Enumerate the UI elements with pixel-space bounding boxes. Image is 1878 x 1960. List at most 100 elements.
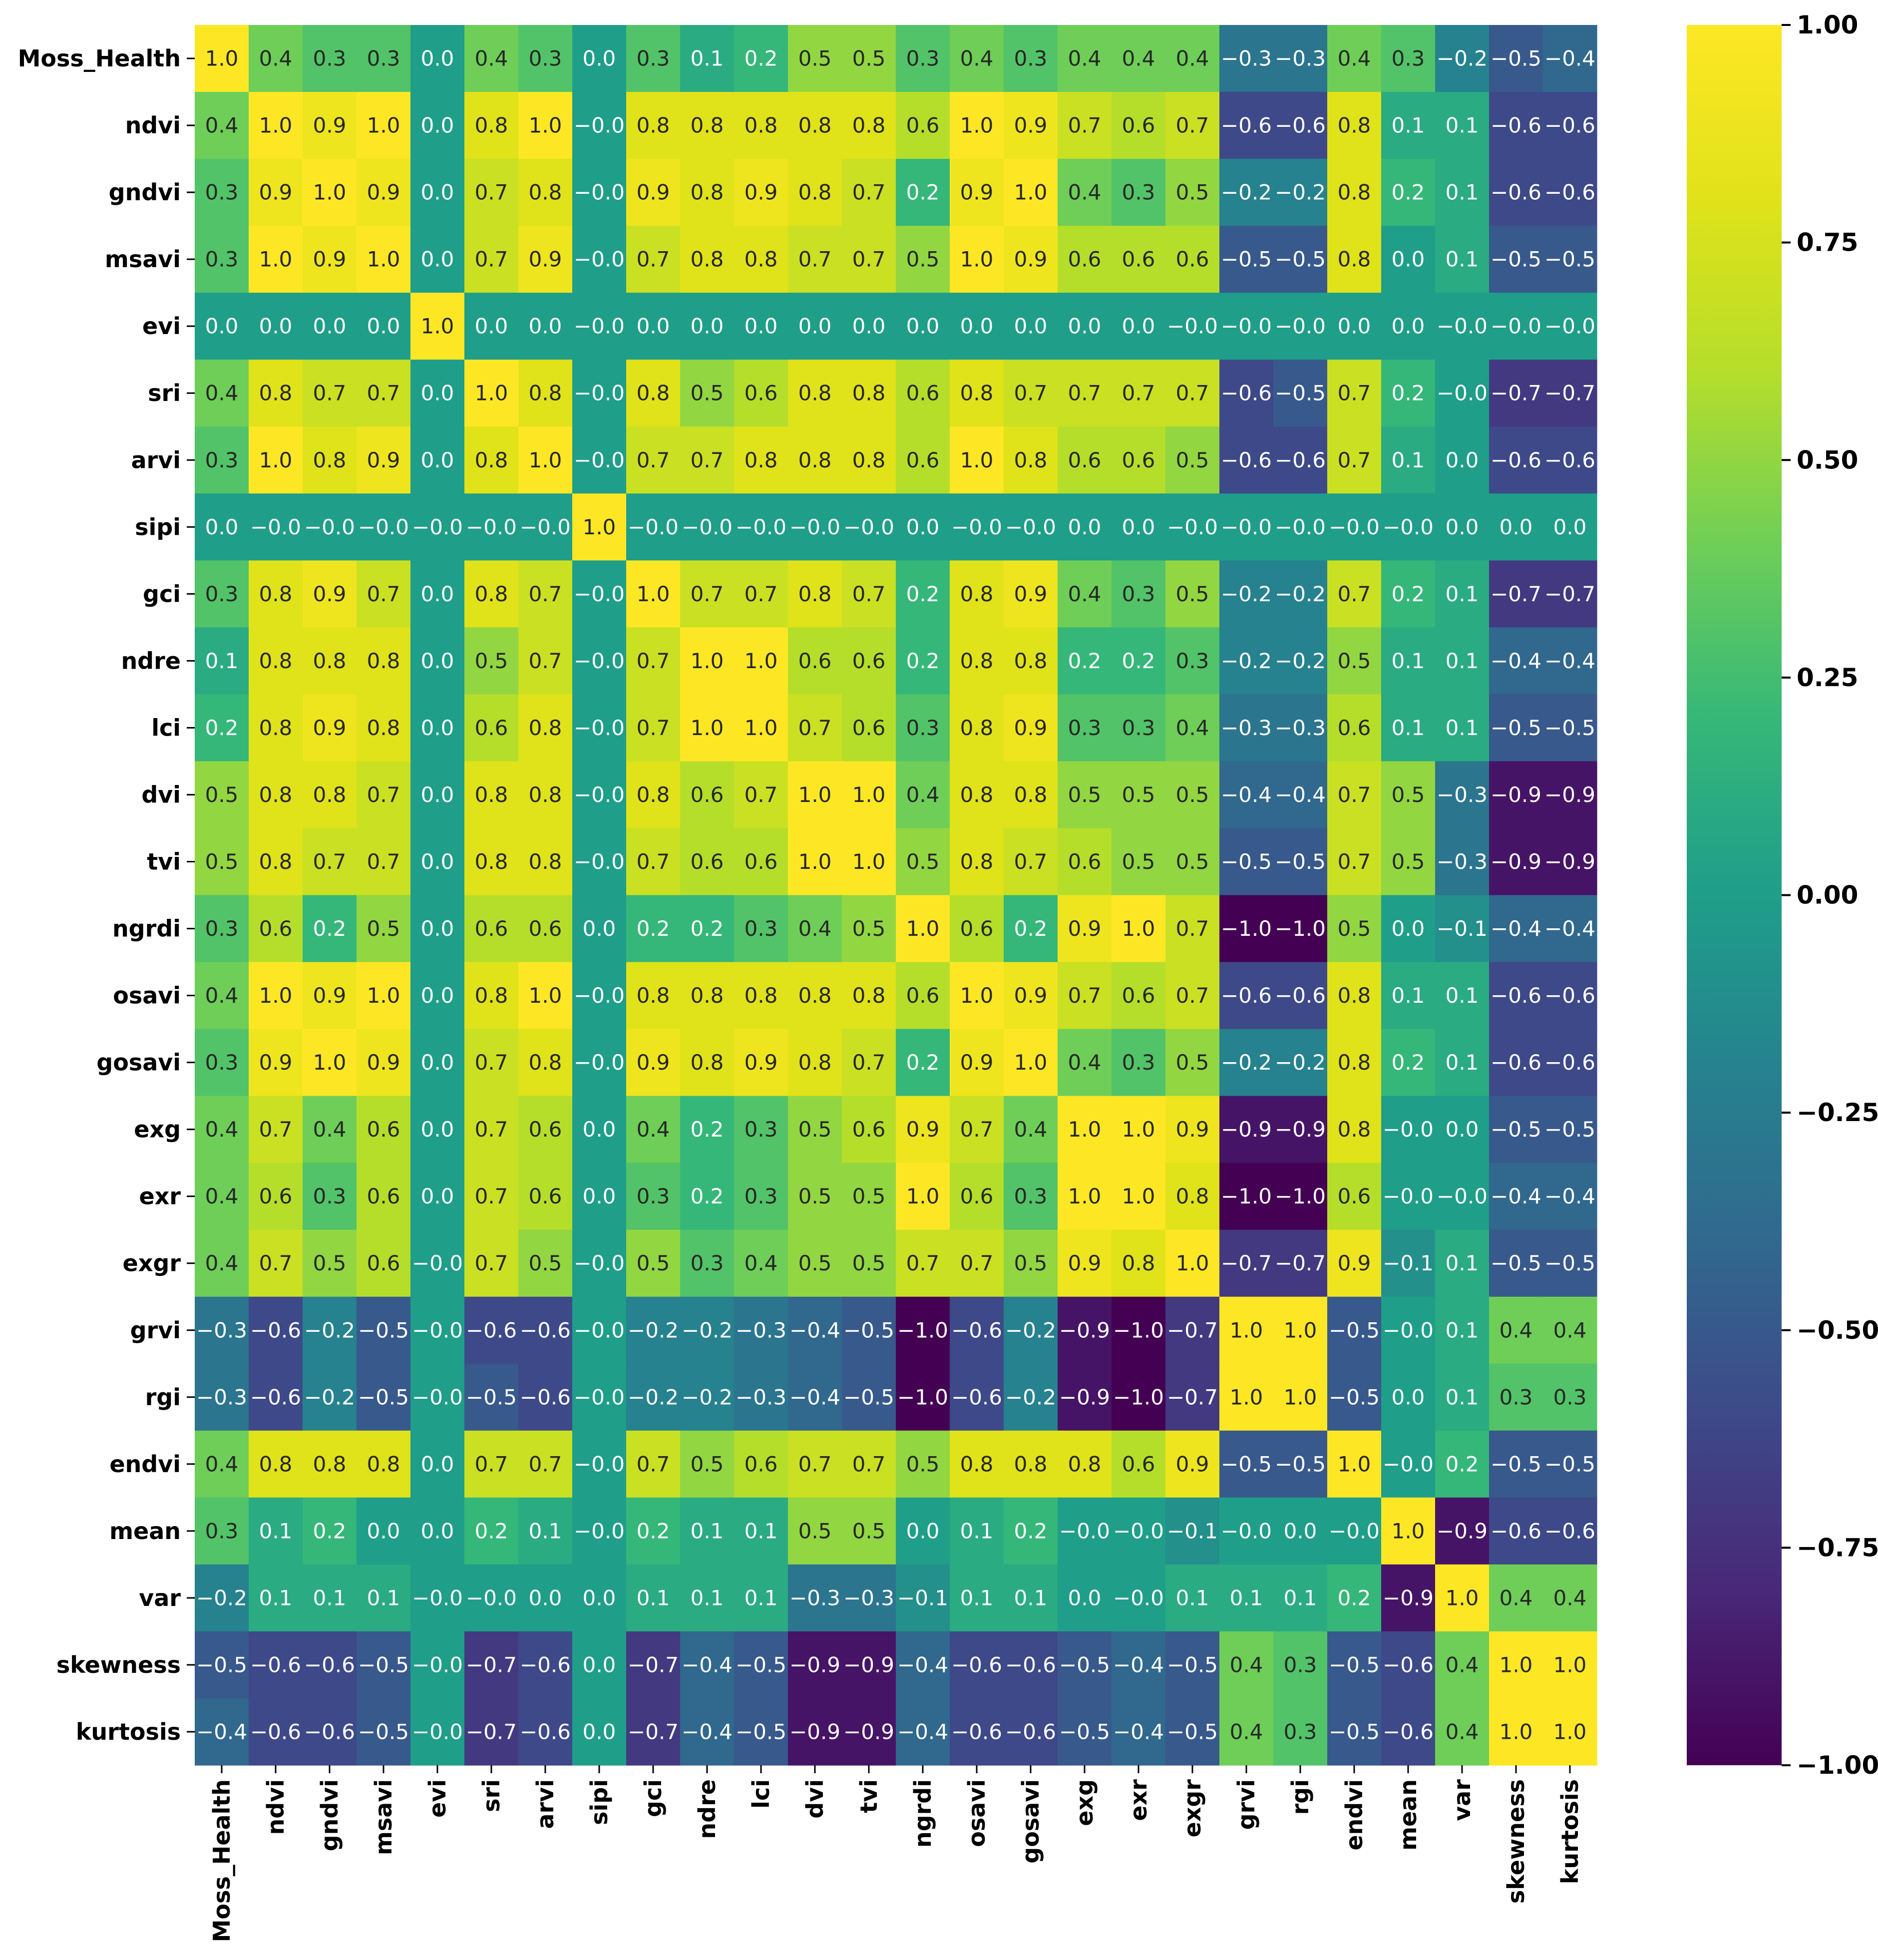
cell-annotation: 0.8 [637,381,670,405]
heatmap-cell-gci-lci [734,560,788,628]
heatmap-cell-arvi-endvi [1327,426,1382,494]
heatmap-cell-tvi-exgr [1165,828,1220,896]
cell-annotation: 0.0 [259,314,293,339]
cell-annotation: 1.0 [529,448,562,472]
cell-annotation: 0.5 [1176,849,1209,874]
cell-annotation: 0.8 [852,381,886,405]
heatmap-cell-gci-skewness [1489,560,1543,628]
heatmap-cell-var-osavi [950,1564,1004,1632]
cell-annotation: −0.7 [628,1719,679,1744]
cell-annotation: −0.5 [1275,849,1326,874]
row-label-mean: mean [109,1518,181,1545]
cell-annotation: 0.8 [475,582,508,606]
cell-annotation: −0.6 [1221,983,1272,1008]
cell-annotation: −0.4 [1491,916,1541,941]
cell-annotation: 0.5 [313,1251,347,1275]
cell-annotation: −0.9 [789,1652,840,1677]
heatmap-cell-gci-rgi [1273,560,1328,628]
cell-annotation: −0.6 [250,1385,301,1409]
heatmap-cell-exg-mean [1381,1096,1436,1164]
cell-annotation: −0.3 [843,1585,894,1610]
heatmap-cell-lci-sipi [572,694,627,762]
heatmap-cell-gndvi-rgi [1273,159,1328,226]
heatmap-cell-skewness-var [1435,1631,1490,1699]
cell-annotation: −0.6 [1544,983,1595,1008]
heatmap-cell-var-exg [1058,1564,1112,1632]
heatmap-cell-Moss_Health-arvi [518,25,573,92]
cell-annotation: −0.0 [1221,1519,1272,1543]
cell-annotation: 0.2 [906,582,940,606]
colorbar-tick-label: −0.25 [1797,1098,1878,1127]
cell-annotation: 0.3 [205,1519,239,1543]
cell-annotation: 0.6 [691,849,724,874]
cell-annotation: 1.0 [313,1050,347,1075]
cell-annotation: 0.4 [1068,46,1102,71]
cell-annotation: 0.1 [1392,113,1425,138]
cell-annotation: 0.8 [691,983,724,1008]
cell-annotation: 0.1 [1446,1251,1479,1275]
cell-annotation: 0.7 [960,1117,994,1142]
heatmap-cell-sipi-sri [464,493,519,561]
cell-annotation: 0.9 [1014,716,1048,740]
heatmap-cell-dvi-endvi [1327,761,1382,829]
heatmap-cell-sipi-kurtosis [1543,493,1597,561]
cell-annotation: −0.5 [1544,247,1595,272]
cell-annotation: 0.2 [1446,1452,1479,1476]
cell-annotation: 1.0 [1446,1585,1479,1610]
row-label-gndvi: gndvi [109,179,181,206]
cell-annotation: −0.2 [1005,1318,1056,1342]
heatmap-cell-endvi-gci [626,1430,681,1498]
cell-annotation: 0.6 [1122,983,1155,1008]
cell-annotation: 0.9 [960,180,994,205]
heatmap-cell-skewness-arvi [518,1631,573,1699]
cell-annotation: 0.7 [475,1452,508,1476]
cell-annotation: −0.2 [1005,1385,1056,1409]
heatmap-cell-grvi-Moss_Health [195,1296,249,1364]
cell-annotation: −0.4 [1491,1184,1541,1208]
cell-annotation: −0.9 [789,1719,840,1744]
cell-annotation: 0.8 [1014,448,1048,472]
cell-annotation: 0.0 [1500,515,1533,539]
heatmap-cell-evi-dvi [788,293,842,360]
heatmap-cell-endvi-gosavi [1004,1430,1058,1498]
heatmap-cell-ngrdi-sri [464,895,519,963]
cell-annotation: 0.1 [1446,247,1479,272]
heatmap-cell-var-dvi [788,1564,842,1632]
cell-annotation: −0.9 [1491,849,1541,874]
heatmap-cell-rgi-ngrdi [896,1363,950,1431]
cell-annotation: −0.0 [1383,1318,1434,1342]
cell-annotation: 1.0 [1122,1184,1155,1208]
cell-annotation: 0.8 [798,582,832,606]
cell-annotation: −0.4 [789,1318,840,1342]
heatmap-cell-exg-gci [626,1096,681,1164]
heatmap-cell-endvi-ngrdi [896,1430,950,1498]
heatmap-cell-grvi-sri [464,1296,519,1364]
column-label-skewness: skewness [1502,1779,1529,1904]
row-label-evi: evi [142,313,181,340]
heatmap-cell-sri-exr [1112,360,1166,427]
heatmap-cell-lci-var [1435,694,1490,762]
heatmap-cell-gci-evi [410,560,465,628]
heatmap-cell-ngrdi-mean [1381,895,1436,963]
heatmap-cell-ngrdi-gosavi [1004,895,1058,963]
heatmap-cell-var-sipi [572,1564,627,1632]
heatmap-cell-exgr-evi [410,1229,465,1297]
cell-annotation: −0.0 [412,1585,463,1610]
cell-annotation: 0.5 [1122,783,1155,807]
cell-annotation: 0.3 [1014,1184,1048,1208]
cell-annotation: 0.6 [1122,113,1155,138]
heatmap-cell-arvi-skewness [1489,426,1543,494]
cell-annotation: 0.1 [1392,649,1425,673]
heatmap-cell-mean-endvi [1327,1497,1382,1565]
cell-annotation: −0.5 [196,1652,247,1677]
cell-annotation: −0.0 [574,1385,625,1409]
heatmap-cell-gci-gndvi [303,560,357,628]
heatmap-cell-var-gci [626,1564,681,1632]
heatmap-cell-sri-sipi [572,360,627,427]
heatmap-cell-gndvi-var [1435,159,1490,226]
cell-annotation: 0.8 [960,849,994,874]
heatmap-cell-skewness-gosavi [1004,1631,1058,1699]
cell-annotation: −0.5 [358,1652,409,1677]
cell-annotation: 0.1 [1392,448,1425,472]
cell-annotation: 0.5 [205,849,239,874]
